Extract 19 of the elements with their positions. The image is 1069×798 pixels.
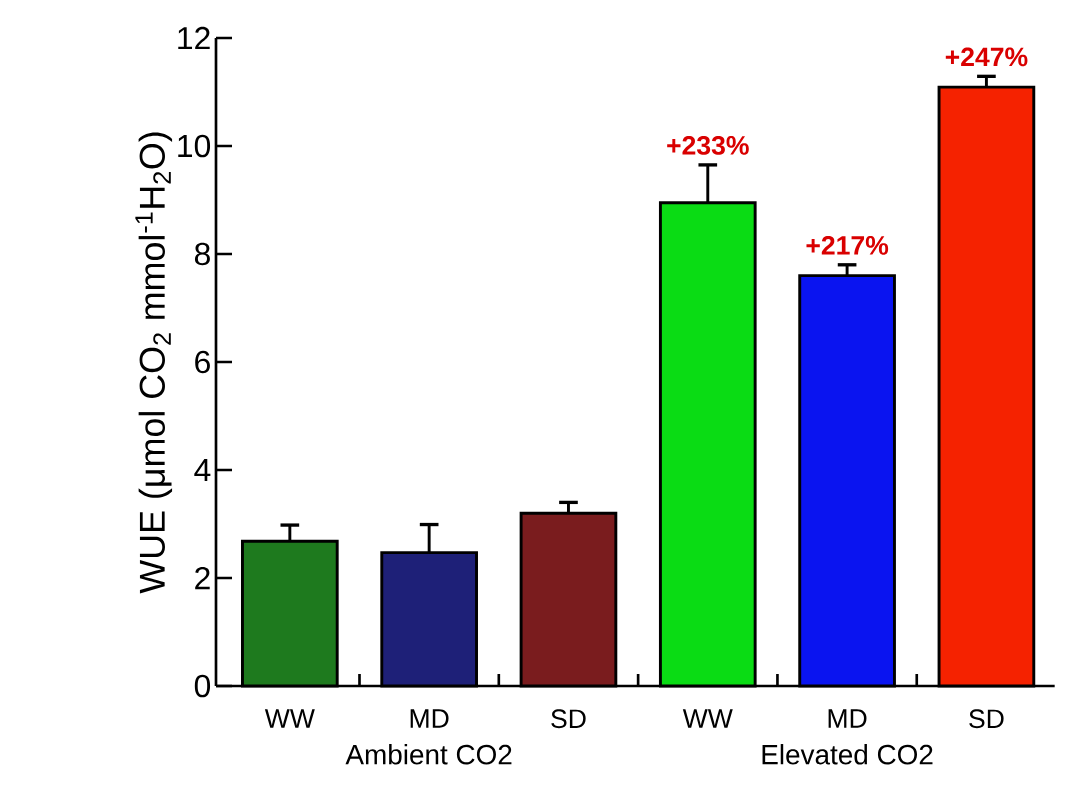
x-tick-label: WW xyxy=(264,709,315,728)
annotation: +217% xyxy=(806,236,889,255)
text: Elevated CO2 xyxy=(762,744,933,765)
y-tick-label: 12 xyxy=(178,26,210,50)
y-tick-label: 2 xyxy=(195,566,210,590)
x-tick-label: MD xyxy=(410,709,449,728)
text: Ambient CO2 xyxy=(345,744,512,765)
y-tick-label: 4 xyxy=(194,459,211,481)
x-tick-label: MD xyxy=(828,709,867,728)
y-tick-label: 8 xyxy=(194,242,210,266)
y-tick-label: 10 xyxy=(178,134,211,158)
y-tick-label: 6 xyxy=(195,350,210,374)
x-tick-label: SD xyxy=(969,709,1004,729)
y-tick-label: 0 xyxy=(194,674,211,698)
x-tick-label: SD xyxy=(551,709,586,729)
x-tick-label: WW xyxy=(682,709,733,728)
y-axis-title: WUE (μmol CO$_{2}$ mmol$^{-1}$H$_{2}$O) xyxy=(135,132,173,594)
annotation: +233% xyxy=(667,136,749,155)
annotation: +247% xyxy=(945,47,1028,67)
